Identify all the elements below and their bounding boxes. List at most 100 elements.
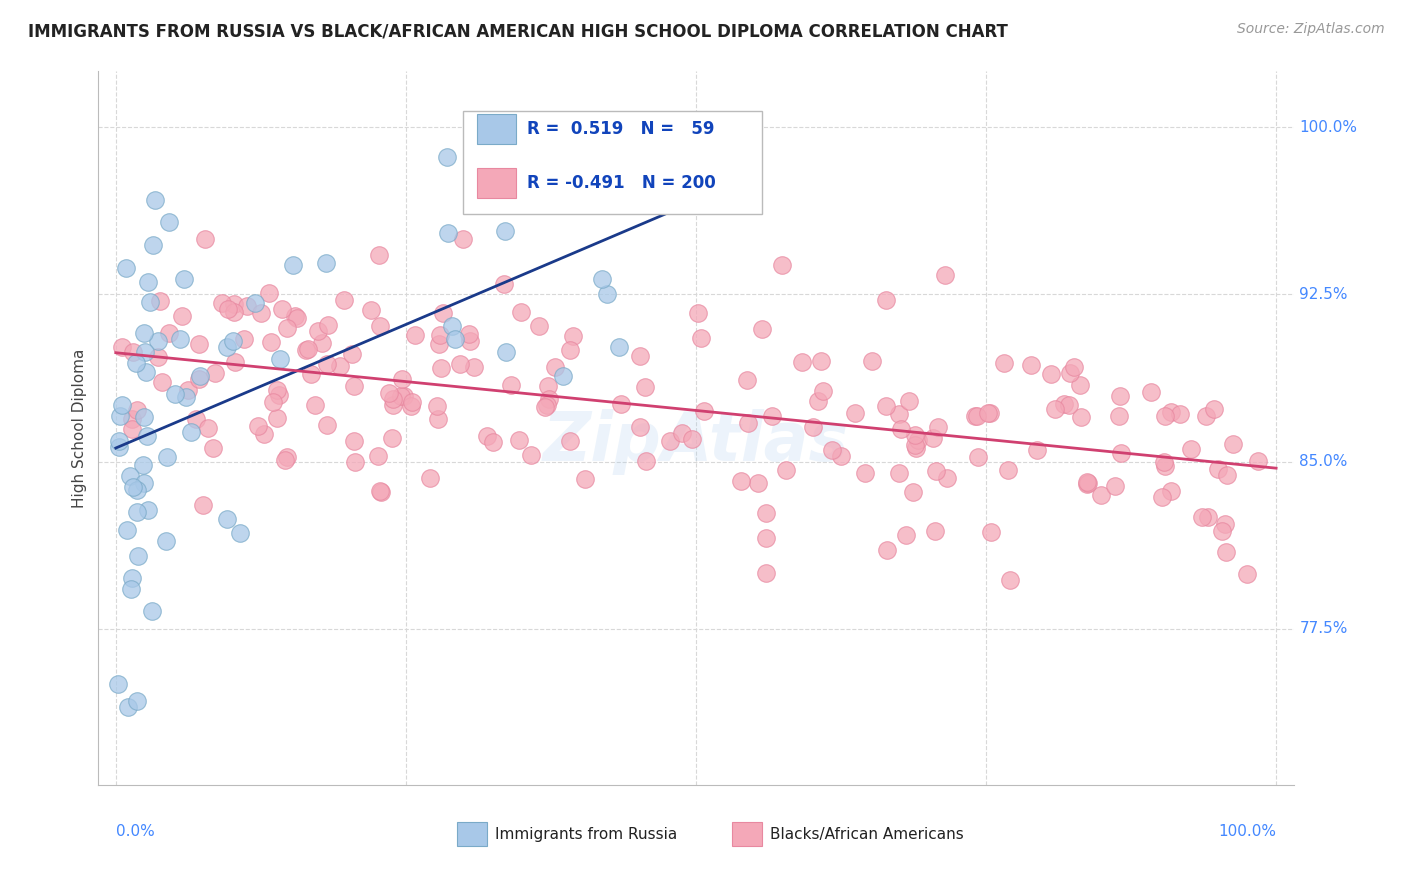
Point <box>671 426 693 441</box>
Point <box>1053 397 1076 411</box>
Point <box>596 286 619 301</box>
Point <box>170 310 193 324</box>
Point <box>157 215 180 229</box>
Point <box>790 354 813 368</box>
Point <box>148 334 170 348</box>
Point <box>342 379 364 393</box>
Point <box>127 505 149 519</box>
Point <box>329 359 352 374</box>
Point <box>457 326 479 341</box>
Point <box>811 384 834 398</box>
Point <box>418 471 440 485</box>
Point <box>887 466 910 480</box>
Text: 77.5%: 77.5% <box>1299 622 1348 636</box>
Point <box>1059 398 1081 412</box>
Point <box>924 464 946 478</box>
Point <box>217 512 239 526</box>
Point <box>311 336 333 351</box>
Point <box>993 356 1015 370</box>
Point <box>276 450 298 464</box>
Point <box>755 506 778 520</box>
Point <box>628 349 651 363</box>
Point <box>681 432 703 446</box>
Point <box>922 431 945 445</box>
Point <box>180 425 202 440</box>
Point <box>392 389 415 403</box>
Point <box>108 409 131 424</box>
Point <box>304 398 326 412</box>
Point <box>1069 377 1091 392</box>
Point <box>122 480 145 494</box>
Point <box>266 411 288 425</box>
Y-axis label: High School Diploma: High School Diploma <box>72 349 87 508</box>
Point <box>307 324 329 338</box>
Point <box>340 347 363 361</box>
Point <box>146 350 169 364</box>
Point <box>449 357 471 371</box>
Point <box>1160 483 1182 498</box>
Point <box>274 452 297 467</box>
Point <box>367 449 389 463</box>
Point <box>235 299 257 313</box>
Point <box>853 467 876 481</box>
Point <box>197 420 219 434</box>
Point <box>1202 402 1225 417</box>
Point <box>810 354 832 368</box>
Point <box>150 375 173 389</box>
Point <box>591 271 613 285</box>
Point <box>121 422 143 436</box>
Text: R = -0.491   N = 200: R = -0.491 N = 200 <box>527 175 716 193</box>
Point <box>360 303 382 318</box>
Point <box>285 310 308 325</box>
Point <box>443 332 465 346</box>
Point <box>344 455 367 469</box>
Point <box>979 406 1001 420</box>
Point <box>494 224 516 238</box>
Point <box>188 369 211 384</box>
Point <box>692 404 714 418</box>
Point <box>821 443 844 458</box>
Point <box>430 360 453 375</box>
Point <box>1150 490 1173 504</box>
Point <box>426 399 449 413</box>
Point <box>558 343 581 357</box>
Point <box>1077 475 1099 490</box>
Point <box>377 386 399 401</box>
Point <box>108 434 131 448</box>
Point <box>125 356 148 370</box>
Point <box>551 369 574 384</box>
Point <box>463 360 485 375</box>
Point <box>520 448 543 462</box>
Point <box>224 297 246 311</box>
Point <box>135 365 157 379</box>
Point <box>127 694 149 708</box>
Point <box>544 359 567 374</box>
Point <box>224 305 246 319</box>
Point <box>689 331 711 345</box>
Point <box>247 418 270 433</box>
Point <box>1026 442 1049 457</box>
Point <box>903 485 925 500</box>
Point <box>316 357 339 371</box>
Point <box>1215 516 1237 531</box>
Point <box>136 429 159 443</box>
Point <box>527 319 550 334</box>
Point <box>1195 409 1218 424</box>
Point <box>1000 573 1022 587</box>
Point <box>876 543 898 558</box>
Point <box>156 450 179 464</box>
Point <box>897 394 920 409</box>
Point <box>316 318 339 332</box>
Point <box>276 320 298 334</box>
Point <box>1168 407 1191 421</box>
Point <box>1076 475 1098 490</box>
Point <box>1216 467 1239 482</box>
Point <box>924 524 946 539</box>
Point <box>260 334 283 349</box>
Point <box>927 419 949 434</box>
Point <box>284 309 307 323</box>
Point <box>136 503 159 517</box>
Point <box>194 232 217 246</box>
Point <box>934 268 956 282</box>
Point <box>204 366 226 380</box>
